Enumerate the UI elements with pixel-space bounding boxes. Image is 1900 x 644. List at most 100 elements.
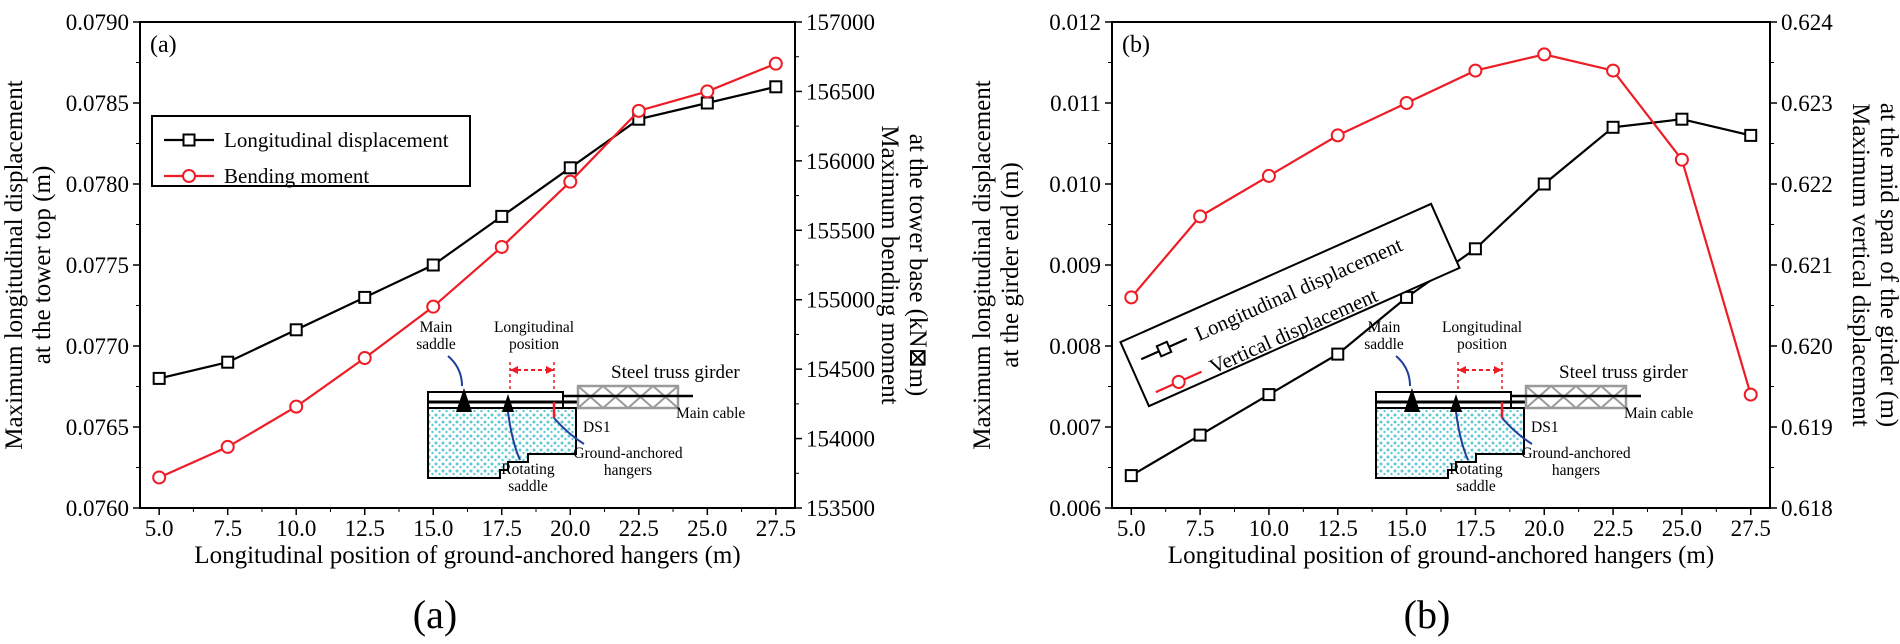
b-series-1-point <box>1124 290 1139 305</box>
b-yl-tick-label: 0.007 <box>1049 415 1101 440</box>
b-series-0-point <box>1537 177 1551 191</box>
a-y-right-label-line: at the tower base (kN⊠m) <box>904 134 931 397</box>
b-series-1-point <box>1606 63 1621 78</box>
b-series-1-point <box>1468 63 1483 78</box>
b-yr-tick-label: 0.622 <box>1781 172 1833 197</box>
b-x-tick-label: 17.5 <box>1455 516 1495 541</box>
a-inset-leader-gah <box>553 417 585 445</box>
b-series-1-line <box>1130 53 1752 395</box>
a-yr-tick-label: 155000 <box>806 288 875 313</box>
a-inset-label-truss: Steel truss girder <box>611 362 740 383</box>
a-inset-deck <box>427 391 564 409</box>
a-yr-tick-label: 156500 <box>806 79 875 104</box>
a-inset-label-ds1: DS1 <box>583 419 611 436</box>
a-inset-label-longpos-line-1: position <box>509 336 559 353</box>
b-series-1-point <box>1743 387 1758 402</box>
a-series-1-line <box>158 62 777 479</box>
b-y-right-label-line: at the mid span of the girder (m) <box>1875 103 1900 427</box>
b-series-1-point <box>1261 168 1276 183</box>
b-inset-label-rot-line-1: saddle <box>1456 478 1496 495</box>
a-yl-tick-label: 0.0775 <box>66 253 129 278</box>
a-series-1-point <box>426 299 441 314</box>
b-inset-label-ds1: DS1 <box>1531 419 1559 436</box>
b-series-0-point <box>1744 128 1758 142</box>
b-x-tick-label: 5.0 <box>1117 516 1146 541</box>
a-series-1-point <box>220 439 235 454</box>
a-inset-label-rot-line-1: saddle <box>508 478 548 495</box>
a-yr-tick-label: 157000 <box>806 10 875 35</box>
a-y-right-label-line: Maximum bending moment <box>876 125 903 404</box>
b-inset-leader-gah <box>1501 417 1533 445</box>
a-series-0-point <box>358 290 372 304</box>
b-series-1-point <box>1399 96 1414 110</box>
b-x-tick-label: 20.0 <box>1524 516 1564 541</box>
a-legend: Longitudinal displacement Bending moment <box>151 115 471 188</box>
b-series-1-point <box>1674 152 1689 167</box>
a-x-tick-label: 22.5 <box>619 516 659 541</box>
a-inset-label-main-saddle-line-0: Main <box>420 319 453 336</box>
a-inset-leader-main <box>447 355 463 387</box>
a-x-tick-label: 27.5 <box>756 516 796 541</box>
a-series-1-point <box>152 470 167 485</box>
b-inset-label-cable: Main cable <box>1624 405 1693 422</box>
a-yl-tick-label: 0.0770 <box>66 334 129 359</box>
b-yl-tick-label: 0.008 <box>1049 334 1101 359</box>
a-series-1-point <box>700 84 715 99</box>
b-yr-tick-label: 0.619 <box>1781 415 1833 440</box>
a-inset-label-main-saddle-line-1: saddle <box>416 336 456 353</box>
b-inset-label-main-saddle-line-1: saddle <box>1364 336 1404 353</box>
a-legend-box <box>151 115 471 187</box>
b-x-tick-label: 10.0 <box>1249 516 1289 541</box>
b-legend-marker-1 <box>1171 374 1186 389</box>
a-series-0-point <box>289 323 303 337</box>
a-series-0-point <box>769 80 783 94</box>
a-series-1-point <box>563 174 578 189</box>
b-x-axis-label: Longitudinal position of ground-anchored… <box>1168 542 1714 569</box>
a-series-0-point <box>426 258 440 272</box>
a-series-1-point <box>494 239 509 254</box>
a-series-1-point <box>631 103 646 118</box>
b-x-tick-label: 15.0 <box>1386 516 1426 541</box>
b-series-0-point <box>1606 120 1620 134</box>
b-yl-tick-label: 0.012 <box>1049 10 1101 35</box>
a-series-0-point <box>152 371 166 385</box>
a-yl-tick-label: 0.0780 <box>66 172 129 197</box>
b-series-0-point <box>1468 242 1482 256</box>
a-legend-label-0: Longitudinal displacement <box>224 128 449 152</box>
a-yl-tick-label: 0.0760 <box>66 496 129 521</box>
b-yl-tick-label: 0.011 <box>1050 91 1101 116</box>
a-legend-marker-1 <box>182 169 196 183</box>
panel-b: 5.0 7.5 10.0 12.5 15.0 17.5 20.0 22.5 25.0 27.5 0.… <box>969 10 1900 569</box>
a-x-tick-label: 12.5 <box>345 516 385 541</box>
a-panel-tag: (a) <box>150 32 177 58</box>
b-x-tick-label: 12.5 <box>1318 516 1358 541</box>
a-yr-tick-label: 156000 <box>806 149 875 174</box>
a-x-tick-label: 10.0 <box>276 516 316 541</box>
b-x-tick-label: 27.5 <box>1731 516 1771 541</box>
b-legend-box <box>1119 202 1461 408</box>
a-x-axis-label: Longitudinal position of ground-anchored… <box>194 542 740 569</box>
a-series-1-point <box>289 399 304 414</box>
a-x-tick-label: 5.0 <box>145 516 174 541</box>
b-yl-tick-label: 0.006 <box>1049 496 1101 521</box>
a-x-tick-label: 20.0 <box>550 516 590 541</box>
a-series-1-point <box>768 56 783 71</box>
b-inset-label-rot-line-0: Rotating <box>1449 461 1503 478</box>
b-inset-label-truss: Steel truss girder <box>1559 362 1688 383</box>
b-inset-leader-main <box>1395 355 1411 387</box>
a-inset-label-gah-line-0: Ground-anchored <box>573 445 683 462</box>
a-inset-leader-rot <box>507 411 521 461</box>
b-series-0-point <box>1262 388 1276 402</box>
b-series-0-point <box>1675 112 1689 126</box>
a-series-0-point <box>221 355 235 369</box>
a-series-0-point <box>700 96 714 110</box>
b-series-0-point <box>1331 347 1345 361</box>
a-inset-rotating-saddle <box>502 394 514 412</box>
a-series-0-line <box>158 85 777 380</box>
b-inset-label-gah-line-0: Ground-anchored <box>1521 445 1631 462</box>
b-yr-tick-label: 0.618 <box>1781 496 1833 521</box>
a-series-0-point <box>495 209 509 223</box>
a-yr-tick-label: 154000 <box>806 427 875 452</box>
a-legend-marker-0 <box>182 133 196 147</box>
b-y-left-label-line: at the girder end (m) <box>997 162 1024 367</box>
